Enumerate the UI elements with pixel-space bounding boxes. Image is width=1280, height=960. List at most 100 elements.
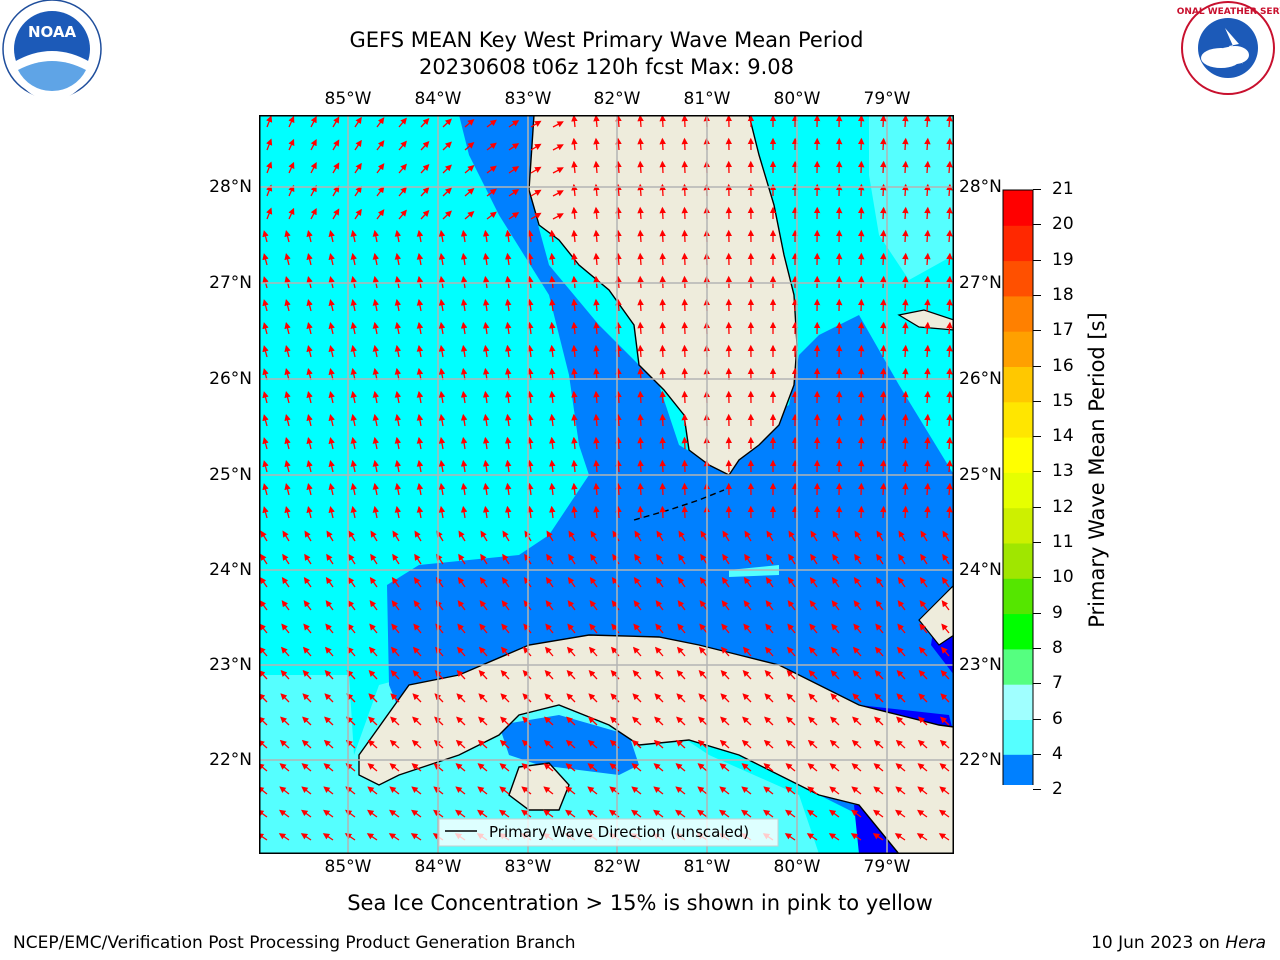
wave-arrow <box>571 436 578 450</box>
wave-arrow <box>284 437 291 450</box>
wave-arrow <box>508 143 520 151</box>
wave-arrow <box>850 833 862 841</box>
wave-arrow <box>508 166 520 174</box>
wave-arrow <box>659 137 666 151</box>
wave-arrow <box>571 229 578 243</box>
wave-arrow <box>543 786 554 795</box>
wave-arrow <box>851 786 862 795</box>
wave-arrow <box>902 482 909 496</box>
wave-arrow <box>924 229 931 243</box>
wave-arrow <box>902 436 909 450</box>
wave-arrow <box>464 165 475 174</box>
wave-arrow <box>389 739 400 749</box>
wave-arrow <box>420 164 430 174</box>
lat-lon-grid <box>259 115 954 854</box>
wave-arrow <box>567 623 576 634</box>
wave-arrow <box>566 716 576 726</box>
wave-arrow <box>941 600 950 611</box>
colorbar-segment <box>1003 543 1033 579</box>
wave-arrow <box>478 669 488 680</box>
lon-label-bottom: 83°W <box>504 857 552 877</box>
wave-arrow <box>420 187 430 197</box>
wave-arrow <box>654 716 664 726</box>
colorbar-tick-mark <box>1033 506 1041 508</box>
wave-arrow <box>543 763 554 772</box>
wave-arrow <box>659 206 666 220</box>
wave-arrow <box>530 189 542 197</box>
wave-arrow <box>787 600 796 611</box>
wave-arrow <box>593 137 600 151</box>
wave-arrow <box>719 809 730 818</box>
wave-arrow <box>924 137 931 151</box>
sea-ice-note: Sea Ice Concentration > 15% is shown in … <box>347 891 933 915</box>
wave-arrow <box>350 321 357 335</box>
wave-arrow <box>501 623 510 634</box>
colorbar-tick-mark <box>1033 577 1041 579</box>
wave-arrow <box>442 164 452 174</box>
wave-arrow <box>633 623 642 634</box>
wave-arrow <box>460 344 468 358</box>
wave-arrow <box>500 693 510 703</box>
wave-arrow <box>328 322 335 335</box>
light-cyan-region-northeast <box>869 115 954 280</box>
colorbar-tick-label: 21 <box>1052 179 1074 199</box>
wave-arrow <box>852 669 862 680</box>
wave-arrow <box>655 576 664 588</box>
wave-arrow <box>832 553 840 565</box>
wave-arrow <box>259 669 268 680</box>
wave-arrow <box>464 188 475 197</box>
wave-arrow <box>392 553 400 565</box>
wave-arrow <box>829 809 840 818</box>
wave-arrow <box>391 600 400 611</box>
wave-arrow <box>328 414 335 427</box>
wave-arrow <box>420 210 430 220</box>
wave-arrow <box>659 367 666 381</box>
wave-arrow <box>786 693 796 703</box>
wave-arrow <box>946 252 953 266</box>
wave-arrow <box>306 253 313 266</box>
wave-arrow <box>369 576 378 588</box>
wave-arrow <box>552 121 564 128</box>
wave-arrow <box>656 530 664 542</box>
wave-arrow <box>675 809 686 818</box>
wave-arrow <box>527 321 534 335</box>
wave-arrow <box>637 344 644 358</box>
wave-arrow <box>763 763 774 772</box>
wave-arrow <box>587 786 598 795</box>
wave-arrow <box>279 786 290 795</box>
wave-arrow <box>942 553 950 565</box>
wave-arrow <box>530 143 542 151</box>
wave-arrow <box>659 505 666 519</box>
colorbar-tick-label: 13 <box>1052 461 1074 482</box>
wave-arrow <box>284 391 291 404</box>
wave-arrow <box>455 739 466 749</box>
wave-arrow <box>369 623 378 634</box>
lon-label-top: 81°W <box>683 89 731 109</box>
wave-arrow <box>527 505 534 519</box>
wave-arrow <box>455 763 466 772</box>
wave-arrow <box>898 553 906 565</box>
wave-arrow <box>390 716 400 726</box>
wave-arrow <box>328 230 335 243</box>
wave-arrow <box>486 119 497 128</box>
wave-arrow <box>720 716 730 726</box>
wave-arrow <box>259 646 268 657</box>
wave-arrow <box>917 809 928 818</box>
wave-arrow <box>284 368 291 381</box>
wave-arrow <box>284 345 291 358</box>
wave-arrow <box>681 367 688 381</box>
wave-arrow <box>262 230 269 243</box>
wave-arrow <box>372 344 380 358</box>
wave-arrow <box>946 390 953 404</box>
wave-arrow <box>416 229 424 243</box>
wave-arrow <box>376 209 385 220</box>
wave-arrow <box>946 344 953 358</box>
wave-arrow <box>324 646 334 657</box>
wave-arrow <box>946 298 953 312</box>
lat-label-right: 22°N <box>959 750 1002 770</box>
wave-arrow <box>587 739 598 749</box>
lat-label-left: 25°N <box>209 465 252 485</box>
wave-arrow <box>681 436 688 450</box>
wave-arrow <box>615 321 622 335</box>
wave-arrow <box>521 786 532 795</box>
